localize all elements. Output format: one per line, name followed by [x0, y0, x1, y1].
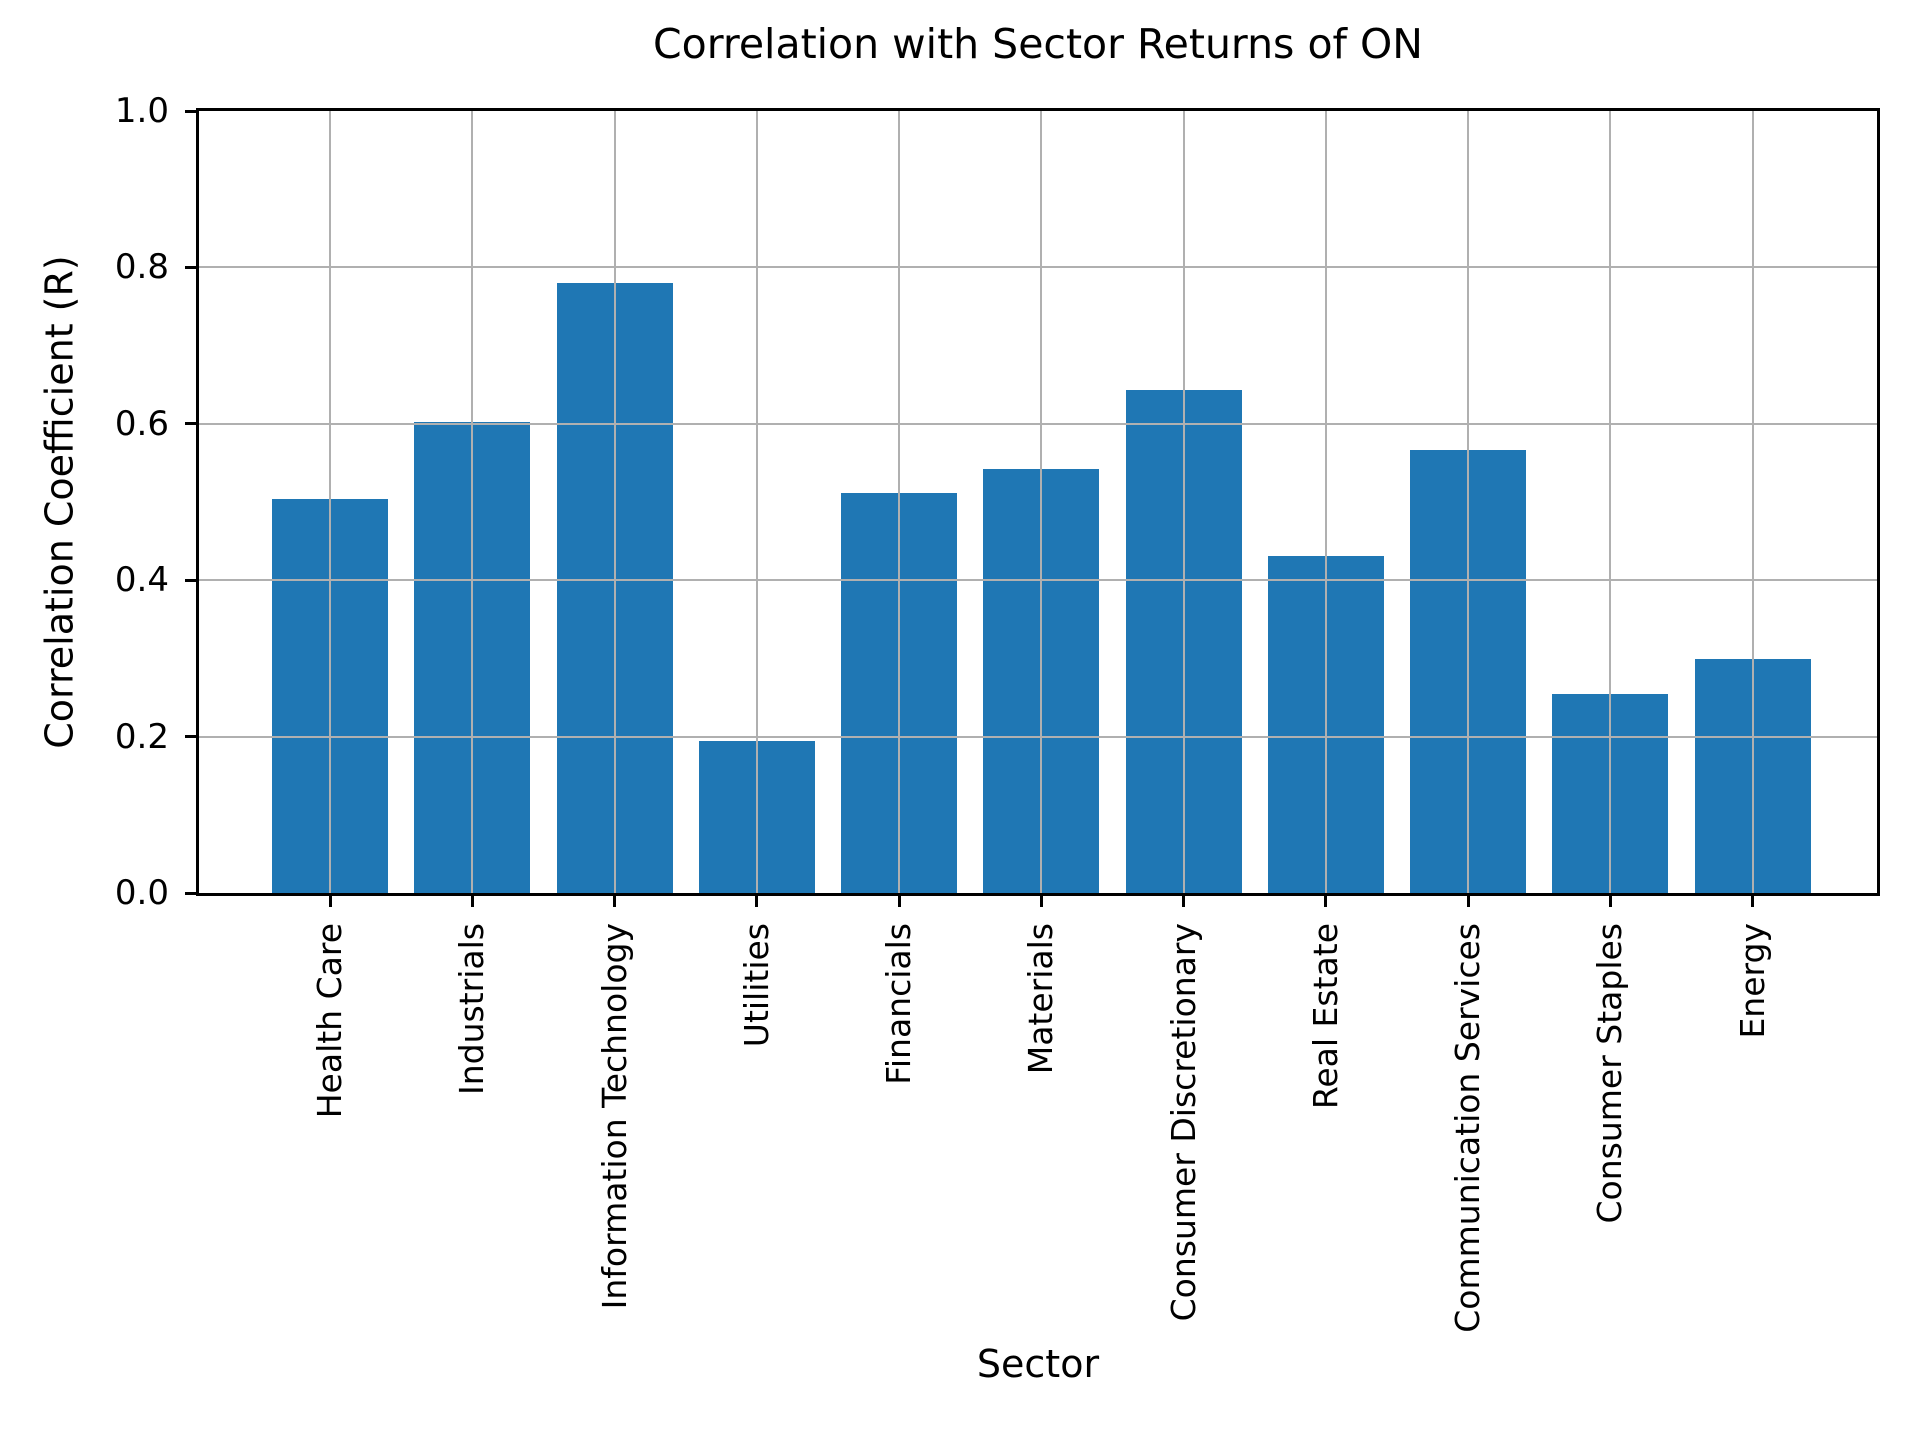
y-tick-label-0.6: 0.6 [114, 403, 169, 444]
x-tick-label-consumer-discretionary: Consumer Discretionary [1163, 923, 1203, 1322]
y-tick-mark-0.2 [185, 735, 196, 739]
v-gridline-consumer-discretionary [1182, 111, 1185, 893]
x-tick-mark-materials [1039, 896, 1043, 907]
y-axis-label: Correlation Coefficient (R) [38, 255, 82, 749]
x-tick-label-real-estate: Real Estate [1305, 923, 1345, 1110]
x-tick-mark-energy [1751, 896, 1755, 907]
v-gridline-communication-services [1467, 111, 1470, 893]
x-tick-mark-utilities [755, 896, 759, 907]
h-gridline-0.2 [199, 735, 1877, 738]
y-tick-mark-0.0 [185, 891, 196, 895]
x-tick-label-communication-services: Communication Services [1448, 923, 1488, 1333]
v-gridline-utilities [755, 111, 758, 893]
y-axis-label-wrap: Correlation Coefficient (R) [25, 111, 95, 893]
x-tick-mark-financials [897, 896, 901, 907]
y-tick-mark-1.0 [185, 109, 196, 113]
h-gridline-0.6 [199, 422, 1877, 425]
v-gridline-health-care [329, 111, 331, 893]
h-gridline-0.8 [199, 266, 1877, 269]
x-tick-label-utilities: Utilities [736, 923, 776, 1048]
x-tick-label-energy: Energy [1732, 923, 1772, 1039]
y-tick-label-0.2: 0.2 [114, 716, 169, 757]
x-tick-mark-consumer-discretionary [1182, 896, 1186, 907]
x-axis-label: Sector [976, 1342, 1100, 1386]
x-tick-label-health-care: Health Care [310, 923, 349, 1119]
v-gridline-information-technology [613, 111, 616, 893]
x-tick-label-information-technology: Information Technology [594, 923, 634, 1310]
y-tick-label-0.8: 0.8 [114, 247, 169, 288]
y-tick-label-0.0: 0.0 [114, 873, 169, 913]
v-gridline-financials [898, 111, 901, 893]
y-tick-mark-0.8 [185, 265, 196, 269]
v-gridline-industrials [471, 111, 474, 893]
v-gridline-energy [1751, 111, 1754, 893]
y-tick-label-1.0: 1.0 [114, 91, 169, 131]
plot-area: 0.0 0.2 0.4 0.6 0.8 1.0 Health Care Industrials… [115, 91, 1880, 1333]
v-gridline-materials [1040, 111, 1043, 893]
x-tick-mark-health-care [328, 896, 332, 907]
h-gridline-0.4 [199, 579, 1877, 582]
x-tick-mark-industrials [470, 896, 474, 907]
x-tick-label-consumer-staples: Consumer Staples [1590, 923, 1630, 1224]
v-gridline-real-estate [1324, 111, 1327, 893]
chart-title: Correlation with Sector Returns of ON [653, 20, 1423, 68]
x-tick-label-industrials: Industrials [452, 923, 492, 1095]
x-tick-label-financials: Financials [879, 923, 919, 1085]
y-tick-mark-0.4 [185, 578, 196, 582]
x-tick-mark-real-estate [1324, 896, 1328, 907]
v-gridline-consumer-staples [1609, 111, 1612, 893]
y-tick-mark-0.6 [185, 422, 196, 426]
x-tick-mark-information-technology [613, 896, 617, 907]
x-tick-label-materials: Materials [1021, 923, 1061, 1075]
x-tick-mark-consumer-staples [1608, 896, 1612, 907]
x-tick-mark-communication-services [1466, 896, 1470, 907]
y-tick-label-0.4: 0.4 [114, 560, 169, 601]
